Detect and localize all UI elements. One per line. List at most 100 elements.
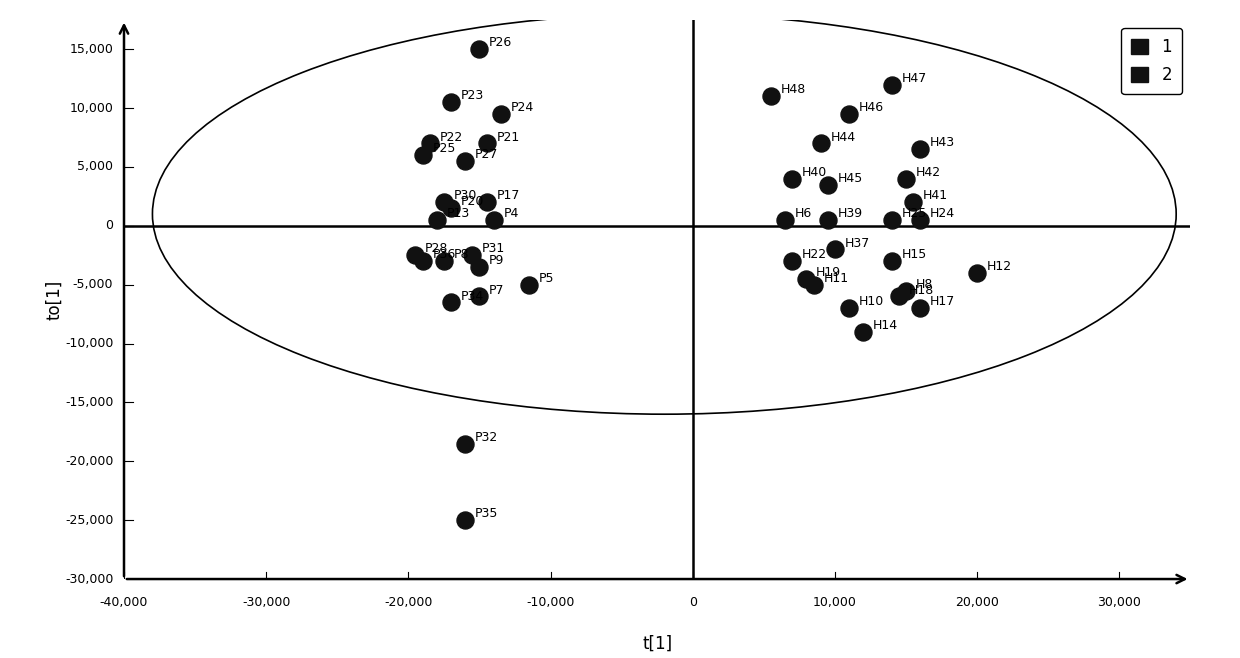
Point xyxy=(782,256,802,266)
Text: P31: P31 xyxy=(482,242,506,255)
Text: P23: P23 xyxy=(461,89,484,103)
Point xyxy=(775,215,795,225)
Text: H43: H43 xyxy=(930,136,955,149)
Point xyxy=(839,303,859,313)
Text: H48: H48 xyxy=(781,84,806,97)
Text: H41: H41 xyxy=(923,190,949,203)
Point xyxy=(455,515,475,526)
Text: H37: H37 xyxy=(844,237,870,249)
Legend: 1, 2: 1, 2 xyxy=(1121,28,1182,94)
Text: -10,000: -10,000 xyxy=(64,337,113,350)
Text: H39: H39 xyxy=(837,207,863,220)
Point xyxy=(882,215,901,225)
Text: t[1]: t[1] xyxy=(642,635,672,653)
Point xyxy=(882,79,901,89)
Point xyxy=(967,268,987,278)
Point xyxy=(413,256,433,266)
Text: P4: P4 xyxy=(503,207,518,220)
Point xyxy=(434,197,454,207)
Point xyxy=(427,215,446,225)
Text: H8: H8 xyxy=(916,278,934,291)
Text: 10,000: 10,000 xyxy=(69,101,113,114)
Text: 0: 0 xyxy=(105,219,113,232)
Text: P9: P9 xyxy=(490,254,505,267)
Text: P5: P5 xyxy=(539,272,554,285)
Text: H46: H46 xyxy=(859,101,884,114)
Text: -30,000: -30,000 xyxy=(64,572,113,586)
Text: H11: H11 xyxy=(823,272,848,285)
Text: H42: H42 xyxy=(916,166,941,179)
Text: P27: P27 xyxy=(475,148,498,161)
Text: H18: H18 xyxy=(909,284,934,297)
Point xyxy=(889,291,909,302)
Text: P35: P35 xyxy=(475,507,498,520)
Point xyxy=(463,250,482,261)
Point xyxy=(825,244,844,255)
Text: H25: H25 xyxy=(901,207,926,220)
Point xyxy=(853,326,873,337)
Point xyxy=(782,174,802,184)
Text: H17: H17 xyxy=(930,295,955,309)
Point xyxy=(910,144,930,155)
Point xyxy=(476,197,496,207)
Point xyxy=(818,215,838,225)
Point xyxy=(796,274,816,284)
Text: 0: 0 xyxy=(688,596,697,609)
Text: -25,000: -25,000 xyxy=(64,514,113,526)
Text: -40,000: -40,000 xyxy=(99,596,149,609)
Text: P22: P22 xyxy=(439,130,463,143)
Point xyxy=(413,150,433,161)
Text: P25: P25 xyxy=(433,142,455,155)
Point xyxy=(441,97,461,107)
Point xyxy=(897,174,916,184)
Point xyxy=(804,280,823,290)
Text: to[1]: to[1] xyxy=(46,279,63,320)
Text: P30: P30 xyxy=(454,190,477,203)
Point xyxy=(882,256,901,266)
Point xyxy=(897,286,916,296)
Point xyxy=(476,138,496,149)
Point xyxy=(839,109,859,119)
Text: P8: P8 xyxy=(454,248,469,261)
Point xyxy=(761,91,781,101)
Text: P28: P28 xyxy=(425,242,449,255)
Text: P24: P24 xyxy=(511,101,533,114)
Text: 30,000: 30,000 xyxy=(1097,596,1141,609)
Point xyxy=(484,215,503,225)
Text: -20,000: -20,000 xyxy=(64,455,113,468)
Text: -10,000: -10,000 xyxy=(526,596,575,609)
Text: H44: H44 xyxy=(831,130,856,143)
Point xyxy=(818,180,838,190)
Point xyxy=(441,297,461,307)
Text: H14: H14 xyxy=(873,319,898,332)
Text: P34: P34 xyxy=(461,290,484,303)
Point xyxy=(491,109,511,119)
Text: H15: H15 xyxy=(901,248,926,261)
Text: H6: H6 xyxy=(795,207,812,220)
Text: P20: P20 xyxy=(461,195,484,209)
Point xyxy=(455,156,475,166)
Text: P32: P32 xyxy=(475,431,498,444)
Point xyxy=(811,138,831,149)
Text: 15,000: 15,000 xyxy=(69,43,113,56)
Point xyxy=(910,215,930,225)
Text: -5,000: -5,000 xyxy=(73,278,113,291)
Text: 20,000: 20,000 xyxy=(955,596,999,609)
Point xyxy=(441,203,461,213)
Point xyxy=(455,438,475,449)
Text: 5,000: 5,000 xyxy=(77,161,113,174)
Text: H47: H47 xyxy=(901,72,926,85)
Text: -20,000: -20,000 xyxy=(384,596,433,609)
Text: P17: P17 xyxy=(496,190,520,203)
Point xyxy=(470,262,490,272)
Point xyxy=(910,303,930,313)
Text: H10: H10 xyxy=(859,295,884,309)
Text: H19: H19 xyxy=(816,266,842,279)
Text: H12: H12 xyxy=(987,260,1012,273)
Point xyxy=(903,197,923,207)
Text: -15,000: -15,000 xyxy=(64,396,113,409)
Text: P36: P36 xyxy=(433,248,455,261)
Point xyxy=(470,291,490,302)
Text: H24: H24 xyxy=(930,207,955,220)
Text: P7: P7 xyxy=(490,284,505,297)
